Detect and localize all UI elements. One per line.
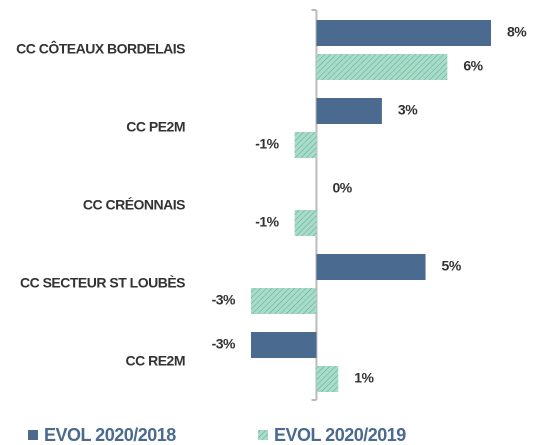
bar	[316, 98, 382, 124]
bar	[316, 254, 426, 280]
data-label: 1%	[354, 370, 374, 386]
bar	[251, 288, 317, 314]
data-label: 0%	[332, 180, 352, 196]
data-label: 8%	[507, 24, 527, 40]
legend-swatch	[28, 430, 38, 440]
data-label: -3%	[212, 336, 236, 352]
category-label: CC CÔTEAUX BORDELAIS	[16, 40, 185, 57]
legend-label: EVOL 2020/2019	[274, 425, 406, 445]
category-label: CC RE2M	[125, 353, 185, 369]
data-label: -1%	[255, 136, 279, 152]
bar	[294, 132, 317, 158]
bar	[294, 210, 317, 236]
bar	[316, 54, 448, 80]
data-label: -1%	[255, 214, 279, 230]
data-label: 6%	[463, 58, 483, 74]
legend-swatch	[258, 430, 268, 440]
data-label: -3%	[212, 292, 236, 308]
data-label: 3%	[398, 102, 418, 118]
category-label: CC CRÉONNAIS	[83, 197, 185, 213]
data-label: 5%	[442, 258, 462, 274]
category-label: CC PE2M	[126, 119, 185, 135]
category-label: CC SECTEUR ST LOUBÈS	[20, 275, 185, 291]
bar	[316, 366, 339, 392]
bar	[251, 332, 317, 358]
legend-label: EVOL 2020/2018	[44, 425, 176, 445]
bar	[316, 20, 491, 46]
